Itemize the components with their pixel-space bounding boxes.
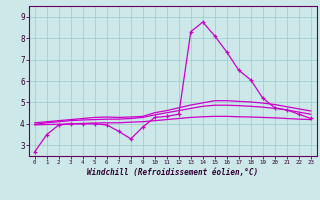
X-axis label: Windchill (Refroidissement éolien,°C): Windchill (Refroidissement éolien,°C) (87, 168, 258, 177)
